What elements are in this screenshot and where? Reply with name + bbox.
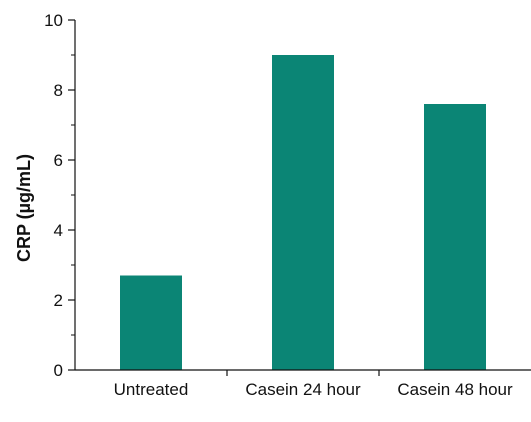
y-tick-label: 10	[44, 11, 63, 30]
labels-layer: 0 2 4 6 8 10 Untreated Casein 24 hour Casein 48 …	[44, 11, 513, 399]
y-tick-label: 0	[54, 361, 63, 380]
bar-0	[120, 275, 182, 370]
y-tick-label: 6	[54, 151, 63, 170]
bars-layer	[120, 55, 486, 370]
y-axis-title: CRP (µg/mL)	[14, 154, 34, 262]
y-tick-label: 4	[54, 221, 63, 240]
x-category-label: Casein 24 hour	[245, 380, 361, 399]
bar-2	[424, 104, 486, 370]
bar-1	[272, 55, 334, 370]
y-tick-label: 8	[54, 81, 63, 100]
x-category-label: Untreated	[114, 380, 189, 399]
x-category-label: Casein 48 hour	[397, 380, 513, 399]
ticks-layer	[68, 19, 380, 376]
y-tick-label: 2	[54, 291, 63, 310]
